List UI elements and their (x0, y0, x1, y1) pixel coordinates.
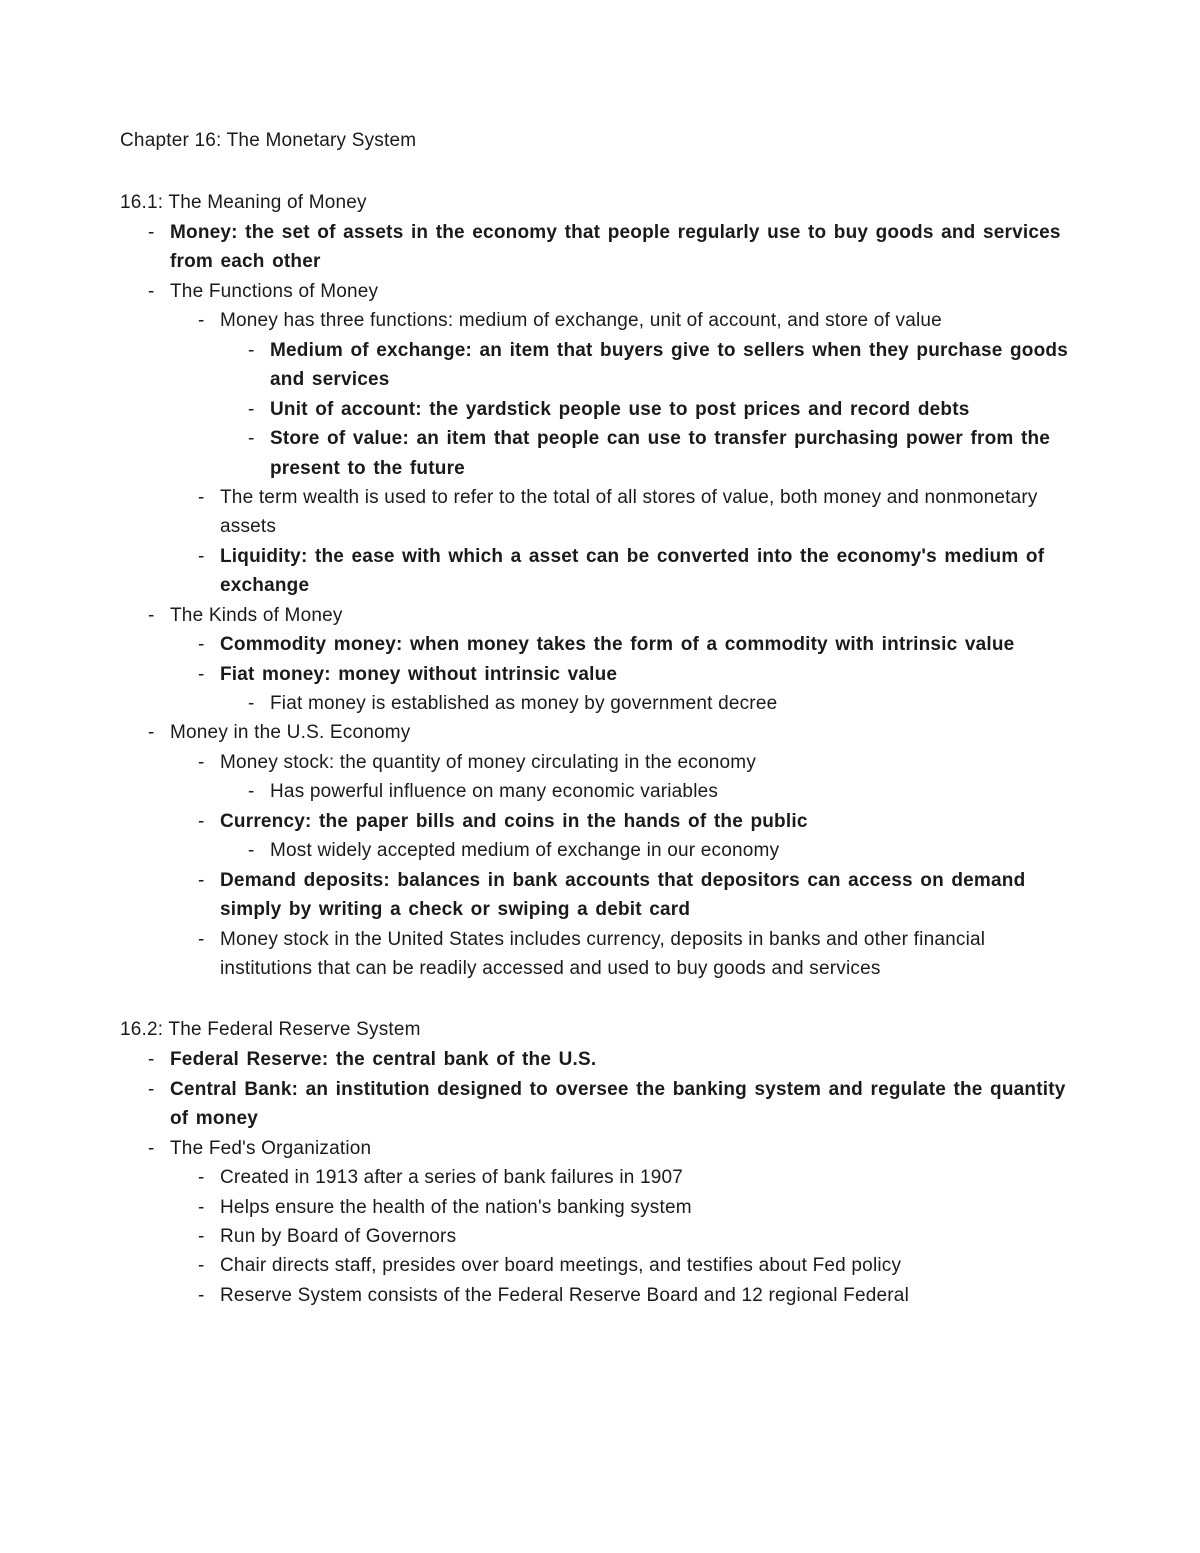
bullet-item: Money stock: the quantity of money circu… (170, 748, 1080, 807)
bullet-item: Money in the U.S. Economy Money stock: t… (120, 718, 1080, 983)
bullet-item: Unit of account: the yardstick people us… (220, 395, 1080, 424)
definition-fiat-money: Fiat money: money without intrinsic valu… (220, 664, 617, 685)
text: Reserve System consists of the Federal R… (220, 1285, 909, 1306)
definition-commodity-money: Commodity money: when money takes the fo… (220, 634, 1014, 655)
definition-demand-deposits: Demand deposits: balances in bank accoun… (220, 870, 1025, 920)
bullet-item: Has powerful influence on many economic … (220, 777, 1080, 806)
bullet-item: Demand deposits: balances in bank accoun… (170, 866, 1080, 925)
document-page: Chapter 16: The Monetary System 16.1: Th… (0, 0, 1200, 1370)
text: Money has three functions: medium of exc… (220, 310, 942, 331)
bullet-item: Federal Reserve: the central bank of the… (120, 1045, 1080, 1074)
bullet-item: Created in 1913 after a series of bank f… (170, 1163, 1080, 1192)
text: Helps ensure the health of the nation's … (220, 1197, 692, 1218)
bullet-item: Money: the set of assets in the economy … (120, 218, 1080, 277)
bullet-item: Medium of exchange: an item that buyers … (220, 336, 1080, 395)
bullet-item: Reserve System consists of the Federal R… (170, 1281, 1080, 1310)
subheading-functions: The Functions of Money (170, 281, 378, 302)
bullet-item: Liquidity: the ease with which a asset c… (170, 542, 1080, 601)
bullet-item: The Functions of Money Money has three f… (120, 277, 1080, 601)
outline-16-1: Money: the set of assets in the economy … (120, 218, 1080, 983)
definition-central-bank: Central Bank: an institution designed to… (170, 1079, 1066, 1129)
definition-money: Money: the set of assets in the economy … (170, 222, 1061, 272)
outline-16-2: Federal Reserve: the central bank of the… (120, 1045, 1080, 1310)
bullet-item: Chair directs staff, presides over board… (170, 1251, 1080, 1280)
bullet-item: Fiat money: money without intrinsic valu… (170, 660, 1080, 719)
subheading-fed-organization: The Fed's Organization (170, 1138, 371, 1159)
chapter-title: Chapter 16: The Monetary System (120, 130, 1080, 152)
text: The term wealth is used to refer to the … (220, 487, 1038, 537)
bullet-item: The term wealth is used to refer to the … (170, 483, 1080, 542)
bullet-item: Helps ensure the health of the nation's … (170, 1193, 1080, 1222)
definition-liquidity: Liquidity: the ease with which a asset c… (220, 546, 1044, 596)
bullet-item: Central Bank: an institution designed to… (120, 1075, 1080, 1134)
definition-currency: Currency: the paper bills and coins in t… (220, 811, 808, 832)
bullet-item: Run by Board of Governors (170, 1222, 1080, 1251)
section-heading-16-1: 16.1: The Meaning of Money (120, 192, 1080, 214)
section-heading-16-2: 16.2: The Federal Reserve System (120, 1019, 1080, 1041)
text: Run by Board of Governors (220, 1226, 456, 1247)
text: Most widely accepted medium of exchange … (270, 840, 779, 861)
definition-unit-of-account: Unit of account: the yardstick people us… (270, 399, 970, 420)
subheading-kinds: The Kinds of Money (170, 605, 343, 626)
subheading-us-economy: Money in the U.S. Economy (170, 722, 411, 743)
bullet-item: Commodity money: when money takes the fo… (170, 630, 1080, 659)
bullet-item: Money has three functions: medium of exc… (170, 306, 1080, 483)
text: Created in 1913 after a series of bank f… (220, 1167, 683, 1188)
bullet-item: Store of value: an item that people can … (220, 424, 1080, 483)
definition-store-of-value: Store of value: an item that people can … (270, 428, 1050, 478)
text: Money stock: the quantity of money circu… (220, 752, 756, 773)
bullet-item: Currency: the paper bills and coins in t… (170, 807, 1080, 866)
definition-federal-reserve: Federal Reserve: the central bank of the… (170, 1049, 596, 1070)
definition-medium-of-exchange: Medium of exchange: an item that buyers … (270, 340, 1068, 390)
bullet-item: The Kinds of Money Commodity money: when… (120, 601, 1080, 719)
bullet-item: Money stock in the United States include… (170, 925, 1080, 984)
text: Has powerful influence on many economic … (270, 781, 718, 802)
text: Chair directs staff, presides over board… (220, 1255, 901, 1276)
bullet-item: The Fed's Organization Created in 1913 a… (120, 1134, 1080, 1311)
text: Money stock in the United States include… (220, 929, 985, 979)
bullet-item: Fiat money is established as money by go… (220, 689, 1080, 718)
text: Fiat money is established as money by go… (270, 693, 777, 714)
bullet-item: Most widely accepted medium of exchange … (220, 836, 1080, 865)
